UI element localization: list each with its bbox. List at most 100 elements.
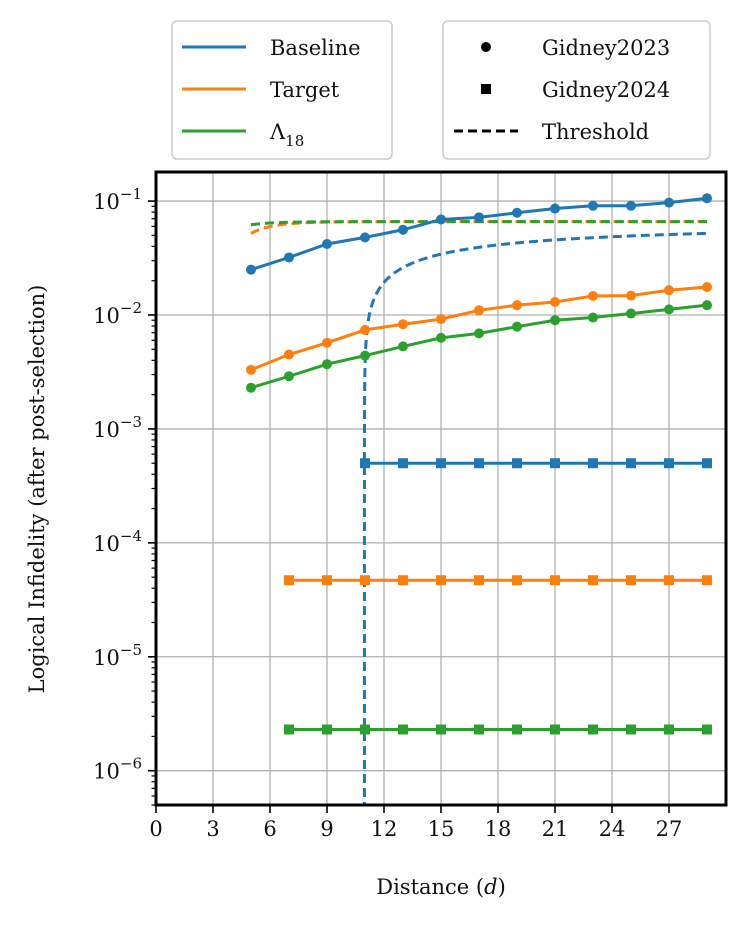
axis-ticks: 0 3 6 9 12 15 18 21 24 27 10−6 10−5 10−4 10−3 10−2 10−1 bbox=[93, 185, 682, 841]
target-gidney2023-point bbox=[626, 290, 636, 301]
baseline-gidney2024-point bbox=[702, 458, 712, 469]
baseline-gidney2023-point bbox=[322, 239, 332, 250]
target-gidney2023-point bbox=[436, 314, 446, 325]
legend-marker-square bbox=[481, 84, 491, 94]
baseline-gidney2023-point bbox=[246, 264, 256, 275]
target-gidney2024-point bbox=[436, 575, 446, 586]
target-gidney2023-point bbox=[550, 297, 560, 308]
18-gidney2024-point bbox=[398, 724, 408, 735]
baseline-gidney2023-line bbox=[250, 196, 708, 272]
baseline-gidney2024-point bbox=[550, 458, 560, 469]
target-threshold-curve bbox=[250, 220, 707, 235]
target-gidney2023-point bbox=[322, 337, 332, 348]
18-gidney2023-point bbox=[664, 304, 674, 315]
baseline-gidney2024-point bbox=[398, 458, 408, 469]
target-gidney2023-point bbox=[360, 324, 370, 335]
18-gidney2023-point bbox=[474, 328, 484, 339]
target-gidney2024-point bbox=[702, 575, 712, 586]
18-gidney2024-point bbox=[588, 724, 598, 735]
y-tick-label: 10−3 bbox=[93, 413, 142, 442]
baseline-gidney2024-point bbox=[588, 458, 598, 469]
baseline-gidney2024-point bbox=[360, 458, 370, 469]
x-tick-label: 24 bbox=[599, 817, 626, 841]
18-gidney2023-point bbox=[550, 315, 560, 326]
x-tick-label: 9 bbox=[320, 817, 333, 841]
target-gidney2023-point bbox=[246, 364, 256, 375]
target-gidney2023-point bbox=[284, 349, 294, 360]
x-tick-label: 27 bbox=[656, 817, 683, 841]
18-gidney2023-point bbox=[436, 332, 446, 343]
legend-marker-circle bbox=[481, 42, 491, 52]
baseline-gidney2024-point bbox=[512, 458, 522, 469]
legend-colors-box bbox=[171, 20, 393, 160]
target-gidney2024-point bbox=[322, 575, 332, 586]
y-tick-label: 10−4 bbox=[93, 527, 142, 556]
x-tick-label: 18 bbox=[485, 817, 512, 841]
18-gidney2024-point bbox=[284, 724, 294, 735]
target-gidney2023-point bbox=[702, 282, 712, 293]
legend-styles-box bbox=[442, 20, 711, 160]
18-gidney2023-point bbox=[360, 350, 370, 361]
target-gidney2024-point bbox=[360, 575, 370, 586]
x-axis-label: Distance (d) bbox=[376, 875, 506, 899]
target-gidney2023-point bbox=[398, 319, 408, 330]
baseline-gidney2023-point bbox=[664, 197, 674, 208]
baseline-threshold-curve bbox=[362, 231, 708, 805]
y-tick-label: 10−1 bbox=[93, 185, 142, 214]
18-gidney2024-point bbox=[550, 724, 560, 735]
legend-label-lambda18-base: Λ bbox=[269, 120, 286, 144]
18-gidney2023-point bbox=[322, 359, 332, 370]
legend-label-target: Target bbox=[270, 78, 340, 102]
18-gidney2023-point bbox=[284, 371, 294, 382]
legend-label-threshold: Threshold bbox=[542, 120, 649, 144]
baseline-gidney2023-point bbox=[436, 214, 446, 225]
18-gidney2024-point bbox=[322, 724, 332, 735]
grid bbox=[155, 172, 726, 805]
baseline-gidney2024-point bbox=[436, 458, 446, 469]
18-gidney2024-point bbox=[360, 724, 370, 735]
x-axis-label-var: d bbox=[484, 875, 497, 899]
baseline-gidney2023-point bbox=[360, 232, 370, 243]
18-gidney2024-point bbox=[474, 724, 484, 735]
plot-frame bbox=[154, 170, 728, 807]
target-gidney2024-point bbox=[550, 575, 560, 586]
target-gidney2024-point bbox=[398, 575, 408, 586]
legend-label-lambda18: Λ18 bbox=[269, 120, 304, 150]
18-gidney2024-point bbox=[512, 724, 522, 735]
baseline-gidney2024-point bbox=[664, 458, 674, 469]
x-tick-label: 21 bbox=[542, 817, 569, 841]
x-tick-label: 15 bbox=[428, 817, 455, 841]
legend-styles: Gidney2023 Gidney2024 Threshold bbox=[442, 20, 711, 160]
baseline-gidney2023-point bbox=[626, 200, 636, 211]
baseline-gidney2023-point bbox=[512, 207, 522, 218]
18-gidney2024-point bbox=[436, 724, 446, 735]
baseline-gidney2023-point bbox=[398, 224, 408, 235]
target-gidney2024-point bbox=[474, 575, 484, 586]
target-gidney2023-point bbox=[512, 300, 522, 311]
18-gidney2024-point bbox=[702, 724, 712, 735]
18-gidney2024-point bbox=[626, 724, 636, 735]
baseline-gidney2023-point bbox=[702, 193, 712, 204]
legend-colors: Baseline Target Λ18 bbox=[171, 20, 393, 160]
x-tick-label: 3 bbox=[206, 817, 219, 841]
y-tick-label: 10−6 bbox=[93, 755, 142, 784]
target-gidney2023-point bbox=[588, 290, 598, 301]
18-gidney2023-point bbox=[246, 382, 256, 393]
target-gidney2023-point bbox=[474, 305, 484, 316]
18-gidney2023-point bbox=[512, 321, 522, 332]
x-axis-label-text: Distance ( bbox=[376, 875, 484, 899]
target-gidney2024-point bbox=[626, 575, 636, 586]
target-gidney2024-point bbox=[284, 575, 294, 586]
18-gidney2023-point bbox=[588, 312, 598, 323]
y-tick-label: 10−5 bbox=[93, 641, 142, 670]
plot-marks bbox=[246, 193, 712, 805]
x-tick-label: 12 bbox=[371, 817, 398, 841]
y-axis-label: Logical Infidelity (after post-selection… bbox=[25, 285, 49, 694]
legend-label-lambda18-sub: 18 bbox=[285, 132, 304, 150]
baseline-gidney2024-point bbox=[474, 458, 484, 469]
baseline-gidney2023-point bbox=[550, 203, 560, 214]
baseline-gidney2023-point bbox=[284, 252, 294, 263]
baseline-gidney2023-point bbox=[588, 200, 598, 211]
legend-label-gidney2024: Gidney2024 bbox=[542, 78, 670, 102]
